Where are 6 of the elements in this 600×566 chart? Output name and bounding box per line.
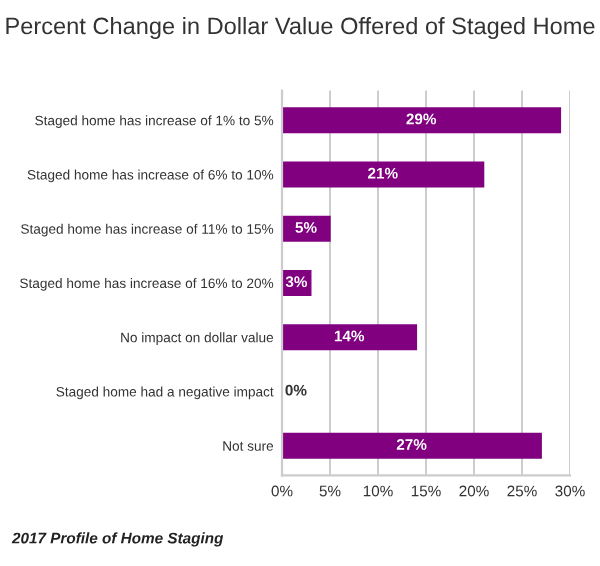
bar xyxy=(282,324,418,351)
bar xyxy=(282,215,331,242)
chart-title: Percent Change in Dollar Value Offered of Staged Home xyxy=(6,16,595,39)
bar xyxy=(282,161,485,188)
bar xyxy=(282,107,562,134)
bar xyxy=(282,432,542,459)
